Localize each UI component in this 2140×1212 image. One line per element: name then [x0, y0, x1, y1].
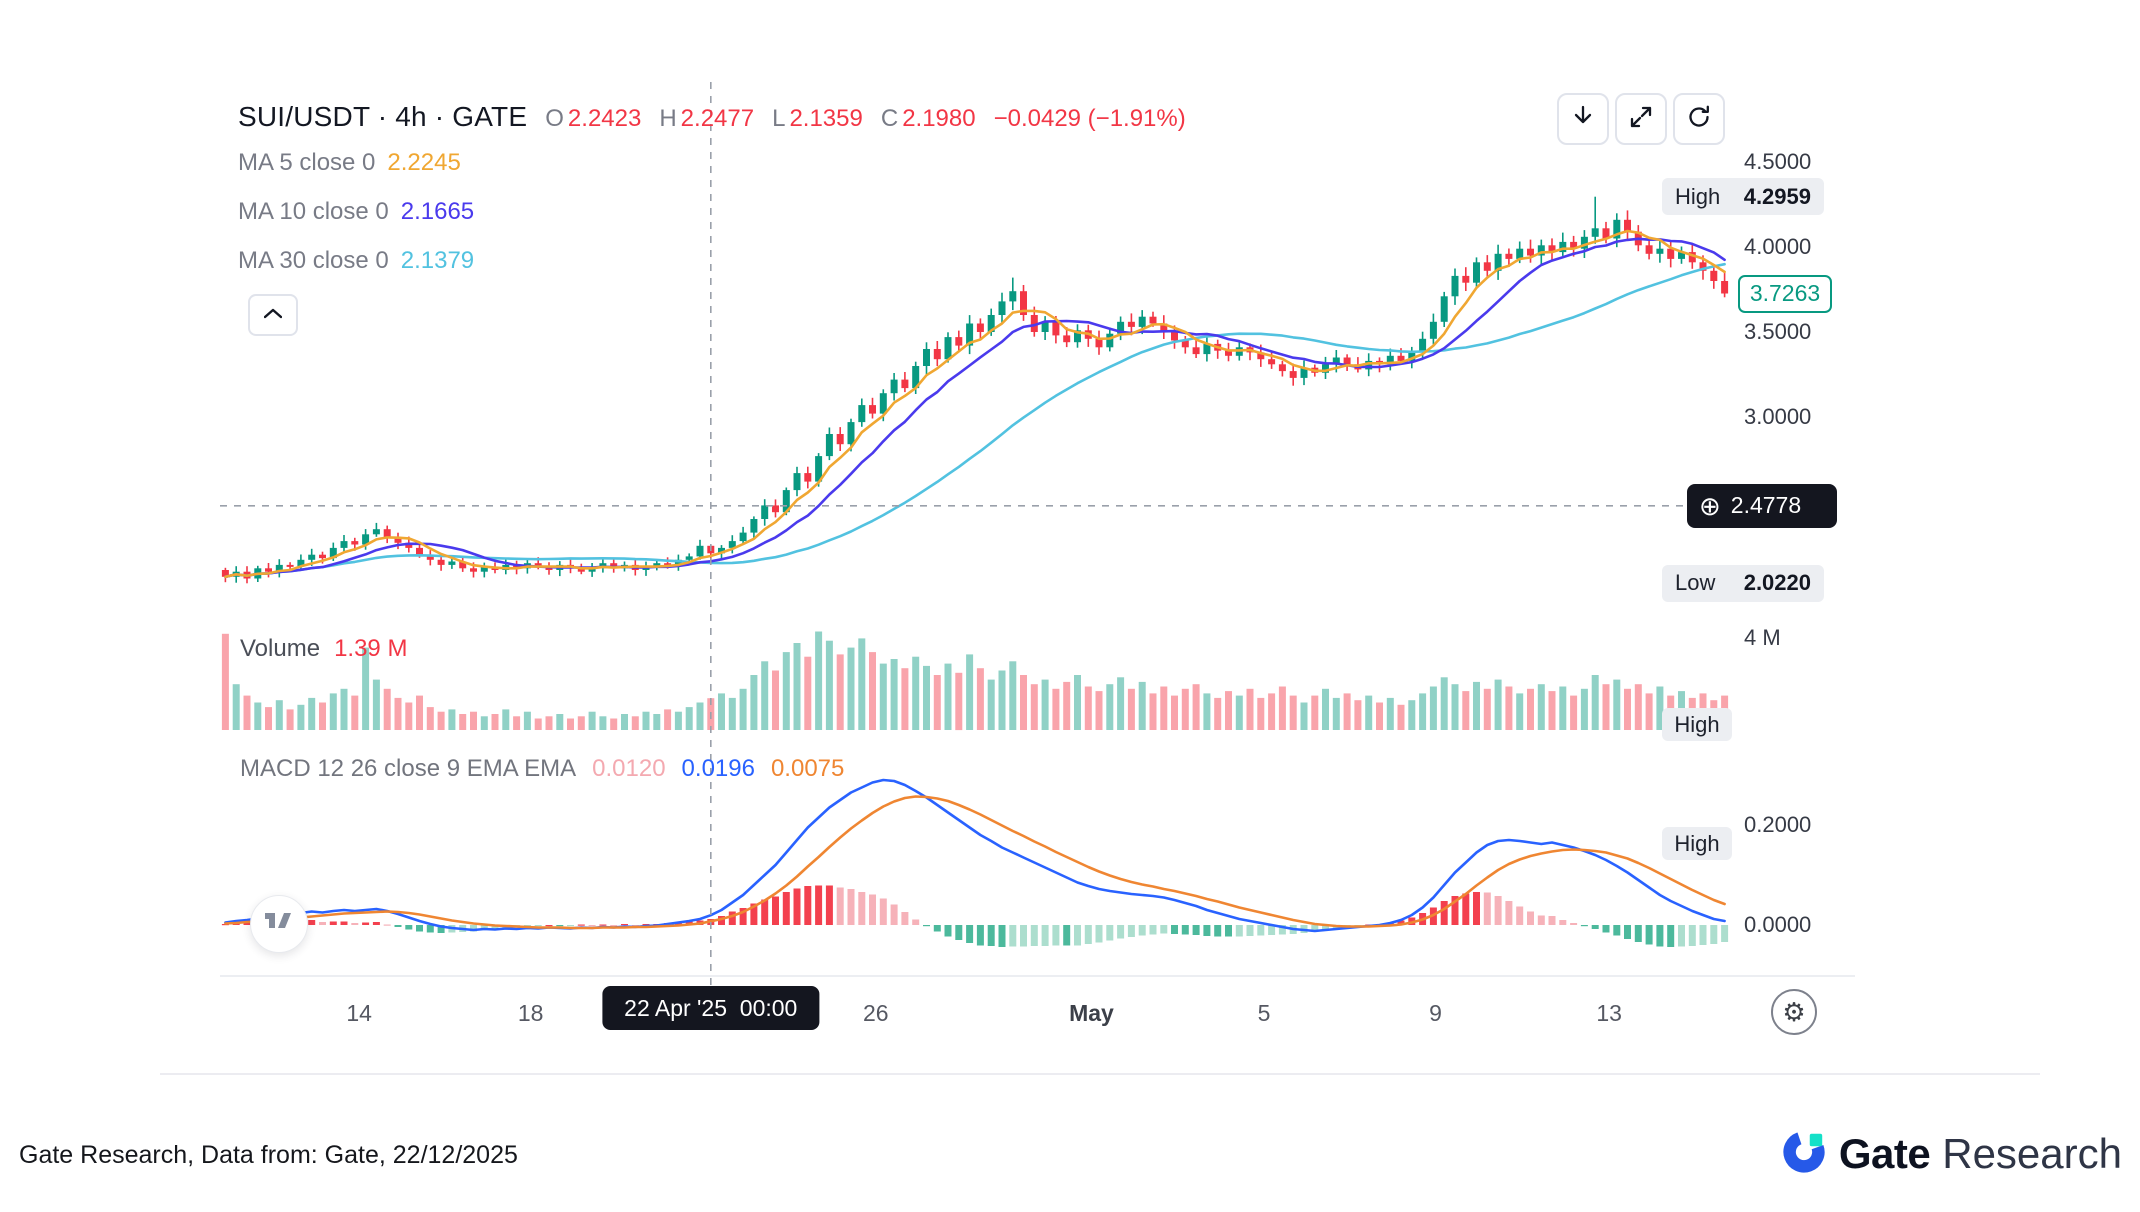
- time-axis-label: 14: [346, 1000, 372, 1026]
- time-axis[interactable]: 14 18 26 May 5 9 13: [0, 998, 2140, 1032]
- high-price-badge: High 4.2959: [1662, 178, 1824, 216]
- tradingview-icon: [264, 912, 294, 937]
- time-axis-label: 13: [1596, 1000, 1622, 1026]
- time-axis-label: 18: [517, 1000, 544, 1026]
- axis-tick: 4.0000: [1744, 234, 1812, 259]
- gate-logo-icon: [1781, 1129, 1827, 1180]
- axis-tick: 0.0000: [1744, 912, 1812, 937]
- axis-tick: 0.2000: [1744, 812, 1812, 837]
- ohlc-high: H 2.2477: [659, 105, 755, 132]
- volume-high-badge: High: [1662, 708, 1732, 741]
- price-axis[interactable]: 4.5000 4.0000 3.5000 3.0000 4 M 0.2000 0.0000: [1742, 0, 1862, 1050]
- gate-wordmark: Gate: [1838, 1130, 1931, 1177]
- volume-legend: Volume 1.39 M: [240, 635, 408, 662]
- footer-divider: [160, 1073, 2040, 1075]
- ma-legend: MA 5 close 0 2.2245 MA 10 close 0 2.1665…: [238, 146, 474, 278]
- axis-tick: 4.5000: [1744, 149, 1812, 174]
- macd-hist-value: 0.0120: [592, 755, 666, 782]
- gate-research-logo: Gate Research: [1781, 1126, 2122, 1182]
- macd-legend: MACD 12 26 close 9 EMA EMA 0.0120 0.0196…: [240, 755, 845, 782]
- chart-header: SUI/USDT · 4h · GATE O 2.2423 H 2.2477 L…: [238, 98, 1186, 138]
- macd-line-value: 0.0196: [681, 755, 755, 782]
- collapse-legend-button[interactable]: [248, 294, 298, 336]
- low-price-badge: Low 2.0220: [1662, 564, 1824, 602]
- axis-tick: 3.0000: [1744, 404, 1812, 429]
- ma5-row: MA 5 close 0 2.2245: [238, 149, 461, 176]
- crosshair-time-badge: 22 Apr '25 00:00: [602, 986, 820, 1030]
- gear-icon: ⚙: [1782, 997, 1806, 1027]
- download-button[interactable]: [1557, 93, 1609, 145]
- ohlc-low: L 2.1359: [772, 105, 863, 132]
- macd-high-badge: High: [1662, 827, 1732, 860]
- macd-signal-value: 0.0075: [770, 755, 845, 782]
- refresh-icon: [1686, 104, 1712, 135]
- time-axis-label: 9: [1429, 1000, 1442, 1026]
- time-axis-label: 5: [1257, 1000, 1271, 1026]
- ma10-row: MA 10 close 0 2.1665: [238, 198, 475, 225]
- symbol-title: SUI/USDT · 4h · GATE: [238, 101, 528, 132]
- price-change: −0.0429 (−1.91%): [993, 105, 1186, 132]
- ma30-row: MA 30 close 0 2.1379: [238, 247, 475, 274]
- time-axis-label: May: [1069, 1000, 1114, 1026]
- research-wordmark: Research: [1942, 1130, 2122, 1177]
- footer-source-text: Gate Research, Data from: Gate, 22/12/20…: [19, 1141, 518, 1169]
- refresh-button[interactable]: [1673, 93, 1725, 145]
- chart-settings-button[interactable]: ⚙: [1771, 989, 1817, 1035]
- axis-tick: 3.5000: [1744, 319, 1812, 344]
- crosshair-plus-icon: ⊕: [1699, 490, 1721, 521]
- download-icon: [1570, 104, 1596, 135]
- time-axis-label: 26: [862, 1000, 889, 1026]
- axis-tick: 4 M: [1744, 625, 1781, 651]
- crosshair-price-label: ⊕ 2.4778: [1687, 483, 1837, 528]
- last-price-badge: 3.7263: [1738, 274, 1832, 313]
- volume-value: 1.39 M: [334, 635, 408, 662]
- maximize-icon: [1628, 104, 1654, 135]
- fullscreen-button[interactable]: [1615, 93, 1667, 145]
- ohlc-open: O 2.2423: [545, 105, 642, 132]
- ohlc-close: C 2.1980: [880, 105, 976, 132]
- tradingview-logo[interactable]: [250, 895, 308, 953]
- chevron-up-icon: [263, 306, 283, 324]
